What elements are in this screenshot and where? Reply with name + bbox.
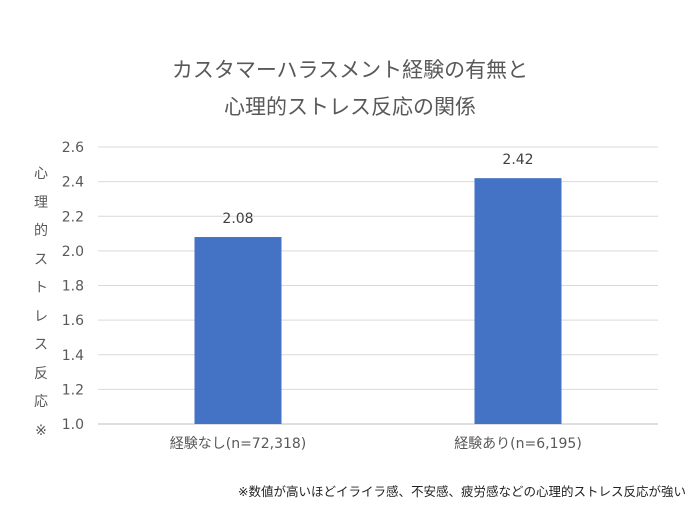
- chart-title-line-1: カスタマーハラスメント経験の有無と: [171, 58, 529, 82]
- x-tick-label: 経験なし(n=72,318): [170, 436, 307, 452]
- bar: [474, 178, 562, 424]
- y-tick-label: 2.6: [62, 140, 84, 156]
- y-tick-label: 1.4: [62, 348, 84, 364]
- footnote: ※数値が高いほどイライラ感、不安感、疲労感などの心理的ストレス反応が強い: [238, 484, 686, 499]
- y-axis-label-char: 的: [34, 223, 48, 239]
- y-tick-label: 1.2: [62, 382, 84, 398]
- y-axis-label-char: ス: [34, 251, 48, 268]
- y-axis-label-char: ト: [34, 280, 48, 296]
- y-axis-label-char: 心: [34, 166, 48, 182]
- y-axis-label-char: ス: [34, 337, 48, 353]
- chart-title-line-2: 心理的ストレス反応の関係: [224, 95, 476, 119]
- y-axis-label: 心理的ストレス反応 ※: [30, 160, 52, 445]
- y-axis-label-char: レ: [34, 308, 48, 325]
- y-tick-label: 2.2: [62, 209, 84, 225]
- bar: [194, 237, 282, 424]
- y-tick-label: 1.8: [62, 279, 84, 295]
- y-tick-label: 1.0: [62, 417, 84, 433]
- y-axis-label-char: ※: [35, 422, 47, 439]
- data-label: 2.08: [222, 211, 253, 227]
- y-axis-label-char: 理: [34, 194, 48, 211]
- y-axis-label-char: 応: [34, 394, 48, 410]
- y-tick-label: 1.6: [62, 313, 84, 329]
- y-tick-label: 2.4: [62, 175, 84, 191]
- y-axis-label-char: 反: [34, 365, 48, 382]
- x-tick-label: 経験あり(n=6,195): [454, 436, 582, 452]
- y-tick-label: 2.0: [62, 244, 84, 260]
- data-label: 2.42: [502, 152, 533, 168]
